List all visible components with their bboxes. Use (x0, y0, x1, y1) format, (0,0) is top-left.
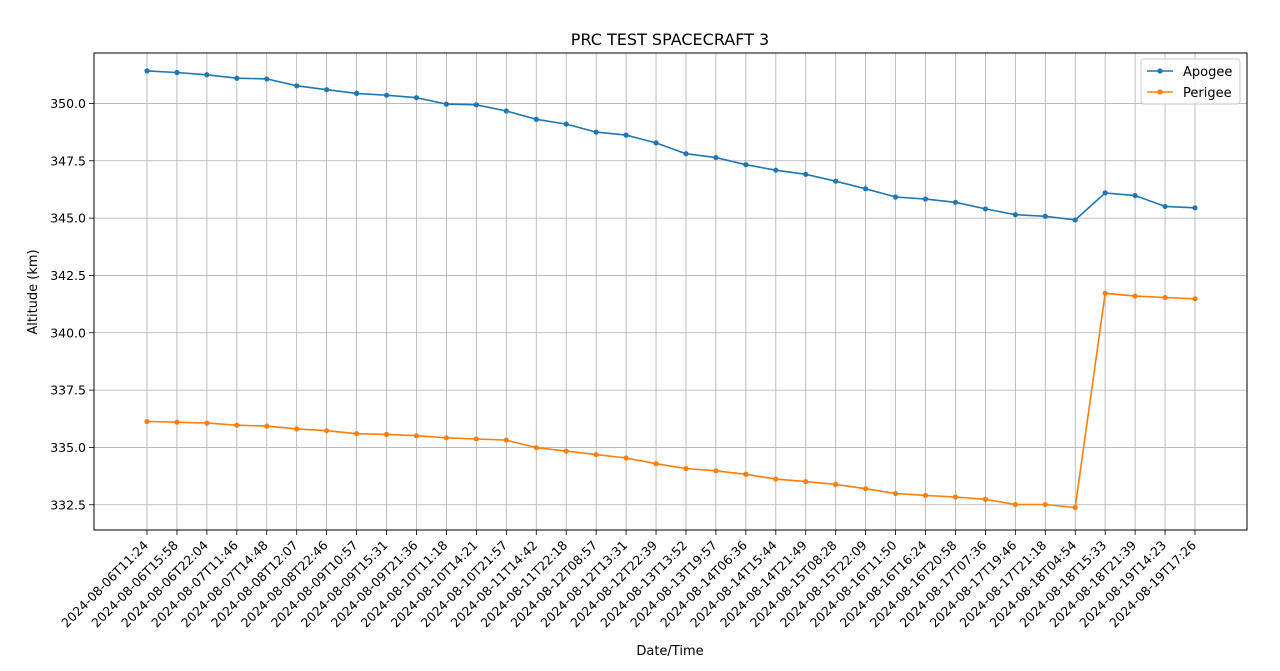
apogee-point (1162, 203, 1168, 210)
perigee-point (354, 431, 360, 437)
y-tick-label: 340.0 (50, 325, 86, 340)
y-axis-label: Altitude (km) (26, 249, 41, 334)
perigee-point (593, 451, 599, 458)
perigee-point (1012, 501, 1018, 508)
y-tick-label: 337.5 (50, 383, 86, 398)
apogee-point (952, 199, 959, 205)
apogee-point (264, 76, 270, 82)
perigee-point (324, 428, 330, 434)
perigee-point (1072, 504, 1078, 511)
perigee-point (1102, 290, 1108, 296)
perigee-point (234, 422, 240, 428)
apogee-point (533, 116, 539, 122)
chart-title: PRC TEST SPACECRAFT 3 (571, 30, 769, 49)
perigee-point (982, 496, 989, 502)
apogee-point (1192, 205, 1198, 211)
perigee-point (443, 435, 450, 441)
apogee-point (1102, 190, 1108, 196)
perigee-point (743, 471, 749, 477)
perigee-point (1162, 294, 1168, 301)
y-tick-label: 345.0 (50, 211, 86, 226)
perigee-point (803, 479, 809, 485)
apogee-point (982, 206, 989, 212)
y-tick-label: 350.0 (50, 96, 86, 111)
perigee-point (1042, 501, 1048, 508)
perigee-point (503, 437, 509, 443)
series-lines (144, 68, 1198, 511)
apogee-point (413, 95, 420, 101)
x-axis-label: Date/Time (636, 644, 703, 659)
tick-labels: 2024-08-06T11:242024-08-06T15:582024-08-… (50, 96, 1199, 630)
apogee-point (803, 171, 809, 177)
perigee-point (773, 476, 779, 482)
y-tick-label: 342.5 (50, 268, 86, 283)
perigee-point (1132, 293, 1138, 299)
series-apogee (144, 68, 1198, 223)
legend-label: Perigee (1183, 86, 1232, 101)
perigee-point (833, 481, 839, 487)
perigee-point (264, 423, 270, 429)
apogee-point (144, 68, 150, 74)
apogee-line (146, 70, 1196, 221)
perigee-point (683, 465, 689, 472)
perigee-point (204, 420, 210, 426)
plot-frame (93, 52, 1248, 531)
apogee-point (713, 154, 719, 161)
perigee-point (623, 455, 629, 461)
apogee-point (892, 194, 899, 200)
legend-label: Apogee (1183, 65, 1232, 80)
perigee-point (383, 431, 390, 437)
apogee-point (922, 196, 929, 202)
perigee-point (533, 445, 539, 451)
apogee-point (833, 178, 839, 184)
y-tick-label: 332.5 (50, 497, 86, 512)
perigee-point (294, 426, 300, 432)
apogee-point (683, 151, 689, 157)
perigee-point (653, 461, 659, 467)
apogee-point (1132, 193, 1138, 199)
perigee-line (146, 292, 1196, 509)
apogee-point (773, 167, 779, 173)
apogee-point (294, 83, 300, 89)
perigee-point (892, 490, 899, 497)
perigee-point (473, 436, 479, 442)
apogee-point (354, 90, 360, 96)
legend-marker (1157, 89, 1163, 95)
perigee-point (174, 419, 180, 425)
y-tick-label: 335.0 (50, 440, 86, 455)
apogee-point (204, 72, 210, 78)
perigee-point (922, 492, 929, 498)
apogee-point (443, 101, 450, 107)
legend-marker (1157, 68, 1163, 74)
apogee-point (503, 108, 509, 114)
apogee-point (1042, 213, 1048, 219)
perigee-point (563, 448, 569, 454)
apogee-point (1012, 212, 1018, 218)
apogee-point (383, 92, 390, 98)
apogee-point (1072, 217, 1078, 223)
grid-lines (94, 53, 1247, 530)
perigee-point (144, 418, 150, 425)
apogee-point (743, 162, 749, 168)
apogee-point (863, 186, 869, 192)
apogee-point (324, 87, 330, 93)
perigee-point (413, 433, 420, 439)
perigee-point (952, 494, 959, 500)
apogee-point (473, 102, 479, 108)
perigee-point (863, 486, 869, 492)
apogee-point (174, 69, 180, 76)
apogee-point (234, 75, 240, 81)
apogee-point (623, 132, 629, 138)
perigee-point (1192, 296, 1198, 302)
series-perigee (144, 290, 1198, 511)
apogee-point (563, 121, 569, 127)
legend: Apogee Perigee (1140, 58, 1241, 105)
apogee-point (653, 140, 659, 146)
apogee-point (593, 129, 599, 135)
y-tick-label: 347.5 (50, 153, 86, 168)
axes (89, 52, 1248, 535)
perigee-point (713, 468, 719, 474)
